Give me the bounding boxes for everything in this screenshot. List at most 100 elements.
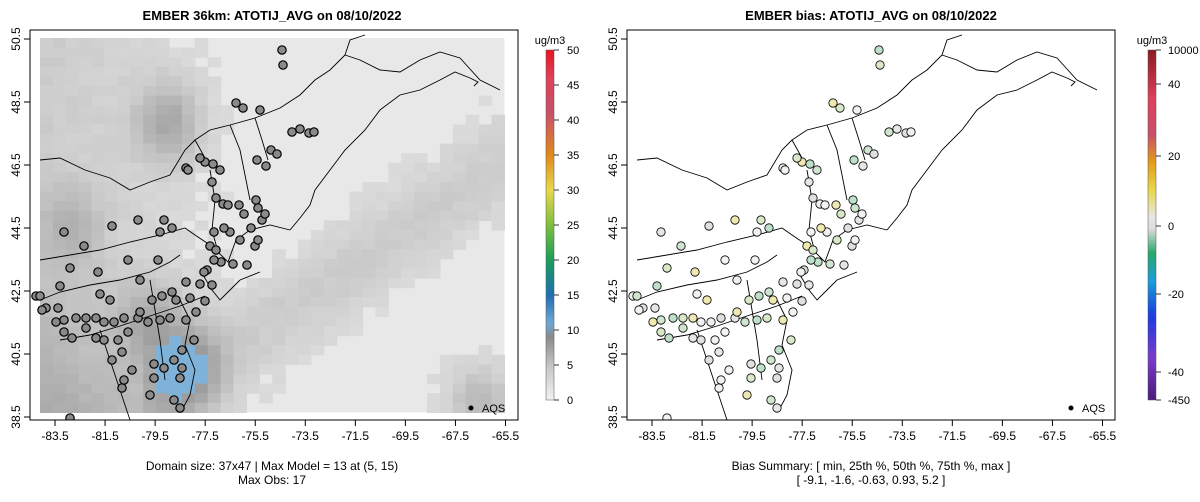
x-tick-label: -69.5 — [989, 429, 1017, 443]
grid-cell — [323, 220, 338, 231]
grid-cell — [130, 258, 144, 269]
y-tick-label: 42.5 — [9, 279, 23, 303]
grid-cell — [233, 297, 247, 308]
legend-marker-left — [468, 405, 474, 411]
aqs-site-marker — [67, 333, 77, 343]
grid-cell — [439, 402, 454, 413]
x-tick-label: -67.5 — [1039, 429, 1067, 443]
grid-cell — [143, 306, 157, 317]
grid-cell — [194, 335, 209, 346]
grid-cell — [169, 210, 183, 221]
colorbar-tick-label: 25 — [567, 220, 579, 232]
aqs-site-marker — [153, 255, 163, 265]
grid-cell — [117, 114, 131, 125]
grid-cell — [491, 364, 505, 375]
grid-cell — [65, 278, 80, 289]
y-tick-label: 50.5 — [606, 27, 620, 51]
grid-cell — [452, 230, 467, 241]
grid-cell — [439, 239, 454, 250]
grid-cell — [169, 95, 183, 106]
grid-cell — [465, 153, 480, 164]
grid-cell — [401, 230, 415, 241]
grid-cell — [40, 182, 54, 193]
grid-cell — [414, 210, 428, 221]
aqs-site-marker — [211, 193, 221, 203]
grid-cell — [143, 335, 157, 346]
grid-cell — [91, 86, 106, 97]
grid-cell — [439, 364, 454, 375]
colorbar-right — [1147, 49, 1157, 401]
grid-cell — [65, 162, 80, 173]
aqs-site-marker — [215, 165, 225, 175]
grid-cell — [362, 220, 376, 231]
grid-cell — [104, 239, 118, 250]
grid-cell — [143, 38, 157, 49]
grid-cell — [465, 162, 480, 173]
grid-cell — [401, 220, 415, 231]
grid-cell — [427, 374, 441, 385]
grid-cell — [65, 201, 80, 212]
x-tick-label: -83.5 — [41, 429, 69, 443]
grid-cell — [181, 364, 196, 375]
grid-cell — [259, 297, 273, 308]
grid-cell — [78, 268, 93, 279]
grid-cell — [272, 258, 286, 269]
grid-cell — [452, 201, 467, 212]
grid-cell — [143, 354, 157, 365]
grid-cell — [465, 134, 480, 145]
grid-cell — [181, 335, 196, 346]
aqs-site-marker — [223, 200, 233, 210]
grid-cell — [91, 278, 106, 289]
grid-cell — [298, 335, 312, 346]
aqs-site-marker — [149, 373, 159, 383]
grid-cell — [375, 239, 389, 250]
y-tick-label: 38.5 — [9, 405, 23, 429]
colorbar-ticks-left: 0 5 10 15 20 25 30 35 40 45 50 — [554, 45, 579, 407]
x-tick-label: -75.5 — [839, 429, 867, 443]
grid-cell — [78, 95, 93, 106]
grid-cell — [65, 258, 80, 269]
grid-cell — [194, 364, 209, 375]
bias-site-marker — [839, 260, 849, 270]
grid-cell — [65, 47, 80, 58]
grid-cell — [143, 134, 157, 145]
grid-cell — [388, 172, 402, 183]
plot-frame-left — [29, 29, 519, 421]
grid-cell — [65, 210, 80, 221]
grid-cell — [194, 143, 209, 154]
grid-cell — [78, 335, 93, 346]
aqs-site-marker — [99, 317, 109, 327]
aqs-site-marker — [71, 313, 81, 323]
bias-site-marker — [746, 359, 756, 369]
grid-cell — [349, 297, 364, 308]
grid-cell — [181, 124, 196, 135]
grid-cell — [91, 258, 106, 269]
grid-cell — [207, 95, 222, 106]
bias-site-marker — [843, 223, 853, 233]
grid-cell — [65, 172, 80, 183]
grid-cell — [194, 66, 209, 77]
grid-cell — [52, 191, 67, 202]
grid-cell — [130, 76, 144, 87]
grid-cell — [259, 316, 273, 327]
aqs-site-marker — [234, 200, 244, 210]
grid-cell — [246, 326, 260, 337]
grid-cell — [439, 220, 454, 231]
colorbar-tick-label: 20 — [567, 255, 579, 267]
grid-cell — [414, 249, 428, 260]
grid-cell — [310, 335, 325, 346]
x-tick-label: -71.5 — [939, 429, 967, 443]
aqs-site-marker — [113, 335, 123, 345]
grid-cell — [78, 383, 93, 394]
grid-cell — [452, 354, 467, 365]
grid-cell — [143, 326, 157, 337]
bias-site-marker — [720, 255, 730, 265]
grid-cell — [349, 230, 364, 241]
grid-cell — [117, 220, 131, 231]
grid-cell — [427, 230, 441, 241]
aqs-site-marker — [155, 227, 165, 237]
bias-site-marker — [696, 317, 706, 327]
bias-site-marker — [766, 355, 776, 365]
aqs-site-marker — [169, 395, 179, 405]
bias-site-marker — [764, 223, 774, 233]
